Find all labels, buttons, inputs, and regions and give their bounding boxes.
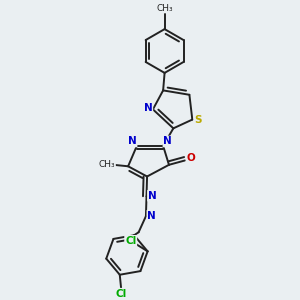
Text: Cl: Cl bbox=[125, 236, 136, 246]
Text: N: N bbox=[144, 103, 152, 113]
Text: N: N bbox=[147, 211, 156, 220]
Text: N: N bbox=[164, 136, 172, 146]
Text: O: O bbox=[187, 153, 195, 164]
Text: CH₃: CH₃ bbox=[98, 160, 115, 169]
Text: Cl: Cl bbox=[116, 289, 127, 299]
Text: N: N bbox=[148, 191, 157, 201]
Text: N: N bbox=[128, 136, 136, 146]
Text: CH₃: CH₃ bbox=[156, 4, 173, 13]
Text: S: S bbox=[194, 116, 202, 125]
